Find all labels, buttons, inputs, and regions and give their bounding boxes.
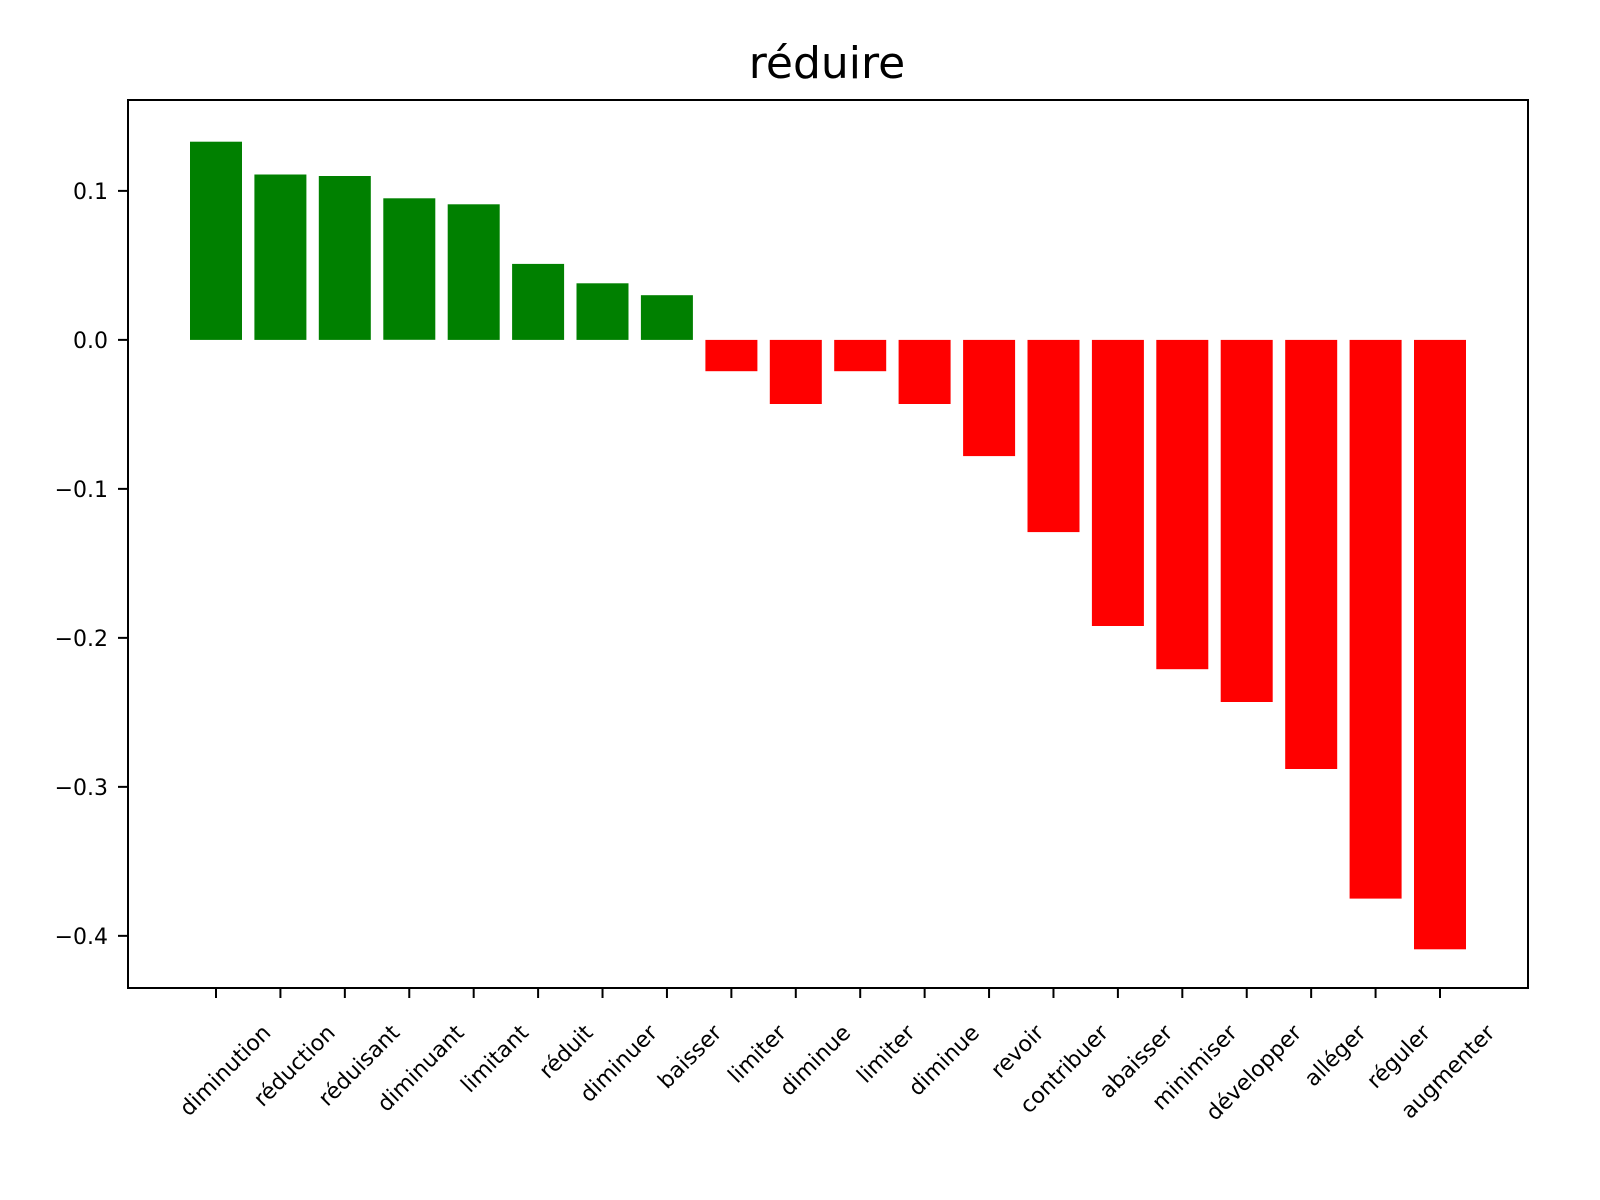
bar-3 — [383, 198, 436, 340]
x-tick-label-17: alléger — [1300, 1020, 1372, 1092]
y-tick-label-0: 0.1 — [73, 180, 108, 205]
bar-7 — [640, 295, 693, 340]
bar-4 — [447, 204, 500, 340]
bar-9 — [769, 339, 822, 404]
x-tick-label-4: limitant — [457, 1020, 535, 1098]
chart-title: réduire — [749, 38, 905, 89]
bar-14 — [1091, 339, 1144, 626]
bar-2 — [318, 176, 371, 340]
x-axis: diminutionréductionréduisantdiminuantlim… — [175, 988, 1501, 1126]
x-tick-label-11: diminue — [904, 1021, 985, 1102]
bar-19 — [1414, 339, 1466, 950]
x-tick-label-12: revoir — [987, 1020, 1050, 1083]
bar-12 — [963, 339, 1016, 457]
bar-6 — [576, 283, 629, 340]
bar-1 — [254, 174, 307, 340]
y-axis: 0.1 0.0 −0.1 −0.2 −0.3 −0.4 — [55, 180, 128, 950]
y-tick-label-4: −0.3 — [55, 776, 108, 801]
bar-11 — [898, 339, 951, 404]
x-tick-label-9: diminue — [775, 1021, 856, 1102]
bar-15 — [1156, 339, 1209, 670]
y-tick-label-5: −0.4 — [55, 925, 108, 950]
x-tick-label-5: réduit — [535, 1020, 599, 1084]
bar-0 — [190, 141, 242, 340]
y-tick-label-1: 0.0 — [73, 329, 108, 354]
bars-group — [190, 141, 1466, 950]
bar-8 — [705, 339, 758, 372]
bar-10 — [834, 339, 887, 372]
bar-16 — [1220, 339, 1273, 702]
bar-5 — [512, 263, 565, 340]
y-tick-label-3: −0.2 — [55, 627, 108, 652]
bar-13 — [1027, 339, 1080, 533]
bar-17 — [1285, 339, 1338, 769]
bar-18 — [1349, 339, 1402, 899]
y-tick-label-2: −0.1 — [55, 478, 108, 503]
plot-frame — [127, 99, 1529, 989]
x-tick-label-7: baisser — [654, 1020, 728, 1094]
